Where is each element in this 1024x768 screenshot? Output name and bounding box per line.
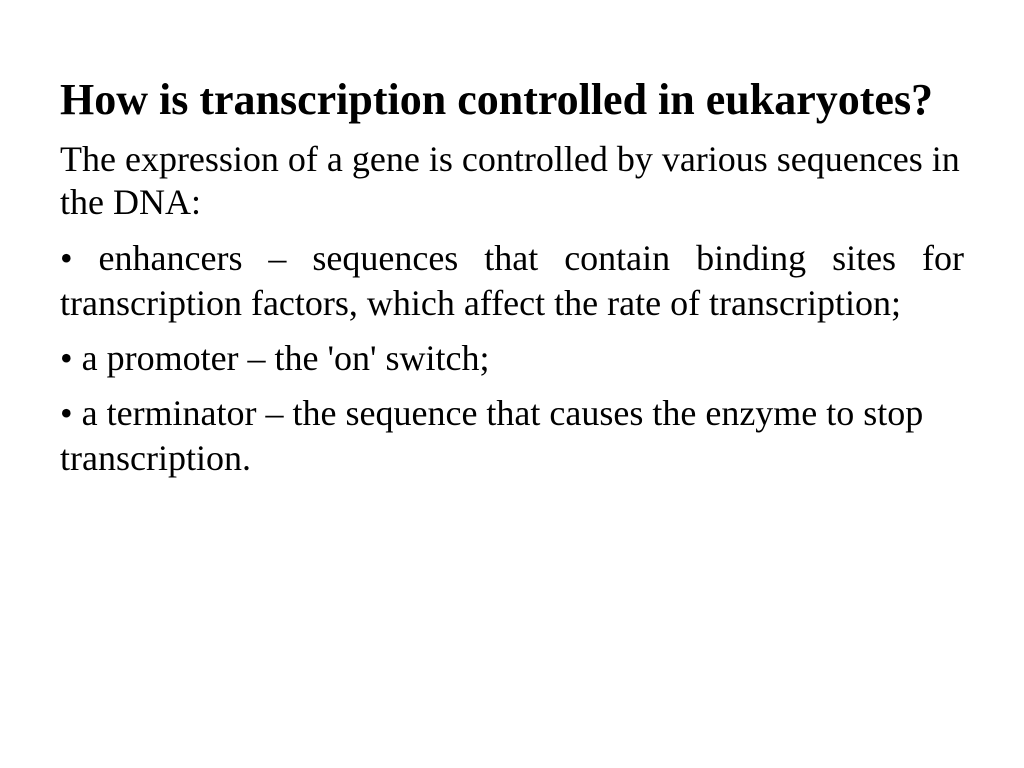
- bullet-item: • a terminator – the sequence that cause…: [60, 391, 964, 481]
- bullet-item: • a promoter – the 'on' switch;: [60, 336, 964, 381]
- bullet-item: • enhancers – sequences that contain bin…: [60, 236, 964, 326]
- slide-title: How is transcription controlled in eukar…: [60, 75, 964, 126]
- slide-intro: The expression of a gene is controlled b…: [60, 138, 964, 224]
